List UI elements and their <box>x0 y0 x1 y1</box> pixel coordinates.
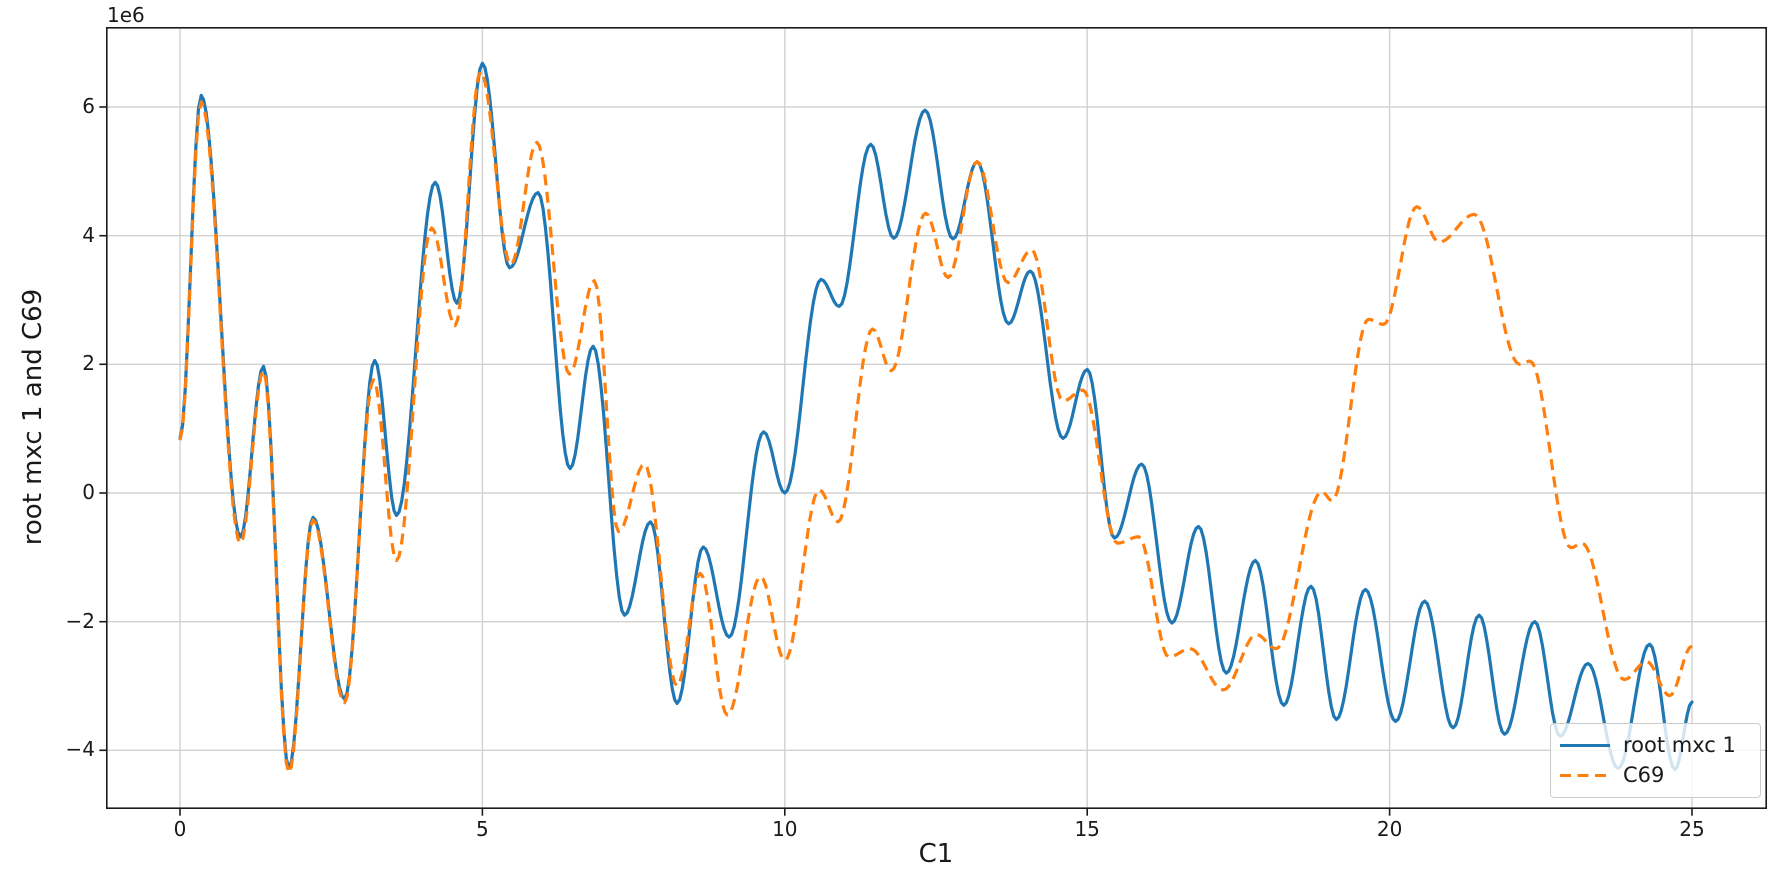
series-line-root-mxc-1 <box>178 61 1694 772</box>
axes-spines <box>106 26 1768 810</box>
series-line-c69 <box>178 70 1693 775</box>
